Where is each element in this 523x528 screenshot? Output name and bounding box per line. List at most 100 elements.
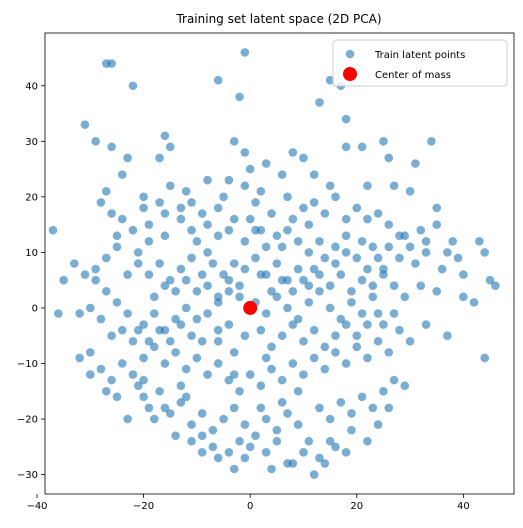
train-latent-point [176,264,186,274]
train-latent-point [107,142,116,152]
train-latent-point [491,281,500,291]
train-latent-point [160,359,170,368]
train-latent-point [283,225,292,235]
train-latent-point [373,309,383,318]
train-latent-point [165,181,175,191]
train-latent-point [187,420,196,429]
train-latent-point [299,370,308,379]
train-latent-point [405,242,415,252]
train-latent-point [107,209,116,218]
train-latent-point [101,187,111,196]
train-latent-point [395,325,404,335]
train-latent-point [197,448,207,457]
train-latent-point [331,259,340,268]
train-latent-point [299,203,308,213]
train-latent-point [347,425,356,435]
train-latent-point [293,236,303,246]
train-latent-point [117,325,127,335]
train-latent-point [197,409,207,418]
train-latent-point [373,209,383,218]
train-latent-point [91,137,100,146]
train-latent-point [149,292,159,302]
train-latent-point [384,403,394,413]
train-latent-point [240,453,250,463]
train-latent-point [368,292,378,302]
train-latent-point [389,375,399,385]
train-latent-point [299,153,308,163]
train-latent-point [91,275,100,285]
train-latent-point [379,137,388,146]
train-latent-point [309,264,319,274]
train-latent-point [213,453,223,463]
train-latent-point [123,309,132,318]
train-latent-point [389,309,399,318]
train-latent-point [133,325,143,335]
train-latent-point [315,98,324,107]
train-latent-point [277,170,287,179]
train-latent-point [341,359,351,368]
train-latent-point [331,242,340,252]
train-latent-point [160,209,170,218]
train-latent-point [395,253,404,263]
train-latent-point [229,403,239,413]
train-latent-point [315,453,324,463]
train-latent-point [347,298,356,307]
train-latent-point [411,159,420,168]
train-latent-point [160,231,170,241]
train-latent-point [133,381,143,390]
train-latent-point [176,398,186,407]
train-latent-point [144,403,154,413]
train-latent-point [139,353,148,363]
train-latent-point [363,214,372,224]
train-latent-point [139,320,148,329]
train-latent-point [240,420,250,429]
train-latent-point [197,431,207,440]
train-latent-point [379,270,388,279]
train-latent-point [304,281,314,291]
train-latent-point [208,425,218,435]
train-latent-point [112,231,122,241]
train-latent-point [224,448,234,457]
train-latent-point [203,370,212,379]
train-latent-point [229,348,239,357]
train-latent-point [283,409,292,418]
train-latent-point [128,225,138,235]
train-latent-point [144,236,154,246]
train-latent-point [293,264,303,274]
legend-label-train: Train latent points [374,50,465,61]
train-latent-point [347,409,356,418]
train-latent-point [272,436,282,446]
train-latent-point [315,236,324,246]
train-latent-point [256,187,266,196]
train-latent-point [192,353,202,363]
y-tick-label: 30 [25,137,38,148]
train-latent-point [320,459,330,468]
train-latent-point [235,386,244,396]
train-latent-point [235,436,244,446]
train-latent-point [325,181,335,191]
train-latent-point [357,309,367,318]
train-latent-point [352,342,362,352]
train-latent-point [363,436,372,446]
train-latent-point [341,114,351,124]
train-latent-point [331,192,340,202]
train-latent-point [75,353,84,363]
train-latent-point [59,275,68,285]
train-latent-point [160,131,170,141]
train-latent-point [421,248,431,257]
train-latent-point [261,353,271,363]
train-latent-point [112,392,122,402]
train-latent-point [453,253,463,263]
train-latent-point [203,175,212,185]
train-latent-point [325,414,335,424]
train-latent-point [475,236,484,246]
train-latent-point [395,231,404,241]
train-latent-point [229,137,239,146]
train-latent-point [277,331,287,341]
train-latent-point [352,253,362,263]
train-latent-point [357,236,367,246]
train-latent-point [251,198,260,207]
train-latent-point [187,331,196,341]
y-tick-label: 0 [32,303,38,314]
train-latent-point [299,336,308,346]
